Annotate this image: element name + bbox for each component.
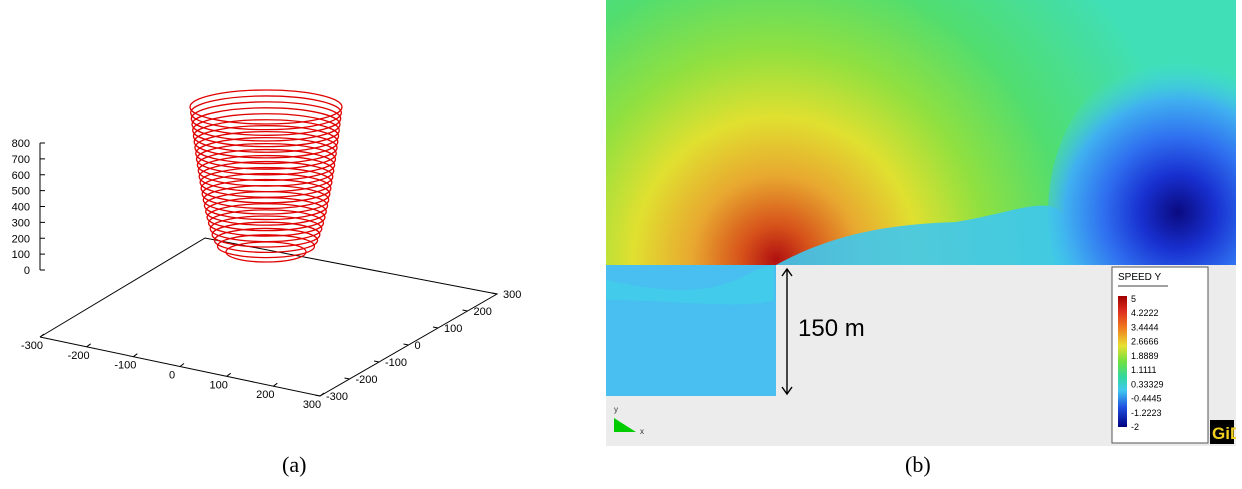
legend-title: SPEED Y [1118, 272, 1161, 283]
z-tick-label: 500 [12, 186, 30, 198]
ring [216, 234, 316, 259]
height-label: 150 m [798, 315, 865, 342]
ring [209, 215, 323, 243]
x-tick-label: 0 [169, 370, 175, 382]
axis-triad [614, 418, 636, 432]
ring [195, 136, 337, 170]
bottom-margin [606, 396, 776, 446]
x-tick [273, 382, 278, 387]
legend-value: 0.33329 [1131, 379, 1164, 389]
ring [192, 119, 340, 153]
legend-value: 1.1111 [1131, 365, 1157, 375]
ring [199, 166, 333, 198]
y-tick [432, 326, 439, 329]
z-tick-label: 100 [12, 249, 30, 261]
legend-value: 4.2222 [1131, 308, 1159, 318]
x-tick-label: 200 [256, 389, 274, 401]
y-tick-label: 0 [415, 340, 421, 352]
y-tick-label: -100 [385, 357, 407, 369]
y-tick [491, 292, 498, 295]
y-tick-label: 200 [474, 306, 492, 318]
axis-x-label: x [640, 427, 644, 436]
y-tick-label: -200 [356, 374, 378, 386]
ring [194, 131, 338, 165]
legend-value: -2 [1131, 422, 1139, 432]
ring [205, 197, 327, 226]
ring [195, 142, 337, 176]
y-tick [403, 343, 409, 346]
ring [207, 209, 325, 237]
gid-logo [1210, 420, 1234, 444]
z-tick-label: 200 [12, 233, 30, 245]
x-tick-label: -100 [114, 360, 136, 372]
y-ticks: -300 -200 -100 0 100 200 300 [314, 289, 521, 403]
contour-plot: 150 m y x SPEED Y 5 4.2222 3.4444 2.6666 1.8… [606, 0, 1242, 446]
legend-value: 5 [1131, 294, 1136, 304]
legend-labels: 5 4.2222 3.4444 2.6666 1.8889 1.1111 0.33329 -0… [1131, 294, 1164, 432]
y-tick [373, 360, 380, 363]
ring [211, 221, 321, 248]
legend-value: -1.2223 [1131, 408, 1162, 418]
y-tick [314, 394, 321, 397]
y-tick [344, 377, 350, 380]
contour-panel: 150 m y x SPEED Y 5 4.2222 3.4444 2.6666 1.8… [606, 0, 1242, 489]
ring [198, 160, 334, 193]
ring [200, 172, 332, 204]
z-tick-label: 400 [12, 202, 30, 214]
caption-a: (a) [282, 452, 307, 477]
axis-y-label: y [614, 405, 618, 414]
x-tick [86, 343, 91, 348]
x-tick [319, 392, 325, 397]
ring [191, 107, 341, 142]
plot-3d-panel: 800 700 600 500 400 300 200 100 0 -300 -200 -100 0 1… [0, 0, 600, 489]
x-tick-label: 100 [209, 379, 227, 391]
y-tick-label: -300 [326, 391, 348, 403]
x-tick-label: -300 [21, 340, 43, 352]
ring [201, 178, 331, 210]
z-tick-label: 600 [12, 170, 30, 182]
x-tick [39, 333, 45, 338]
ring [189, 89, 343, 125]
ring [196, 148, 336, 182]
z-tick-label: 800 [12, 138, 30, 150]
x-tick [179, 363, 185, 367]
x-tick-label: -200 [68, 350, 90, 362]
gid-logo-text: GiD [1212, 424, 1236, 443]
x-tick-label: 300 [303, 399, 321, 411]
ring [193, 125, 339, 159]
z-tick-label: 0 [24, 265, 30, 277]
caption-b: (b) [905, 452, 931, 477]
y-tick [462, 309, 468, 312]
z-ticks: 800 700 600 500 400 300 200 100 0 [12, 138, 45, 277]
plot-3d: 800 700 600 500 400 300 200 100 0 -300 -200 -100 0 1… [12, 89, 521, 411]
legend-value: -0.4445 [1131, 394, 1162, 404]
ring [206, 203, 326, 232]
x-tick [133, 353, 138, 358]
ring [190, 101, 342, 136]
ring [190, 95, 342, 131]
legend-box [1111, 266, 1209, 444]
z-tick-label: 300 [12, 217, 30, 229]
x-ticks: -300 -200 -100 0 100 200 300 [21, 333, 325, 411]
legend-value: 1.8889 [1131, 351, 1159, 361]
legend-colorbar [1118, 296, 1127, 427]
y-tick-label: 300 [503, 289, 521, 301]
y-tick-label: 100 [444, 323, 462, 335]
z-tick-label: 700 [12, 154, 30, 166]
legend-value: 2.6666 [1131, 337, 1159, 347]
ring [197, 154, 335, 187]
ring [213, 227, 319, 254]
ring [192, 113, 340, 148]
ring-series [189, 89, 343, 263]
legend-value: 3.4444 [1131, 322, 1159, 332]
x-tick [226, 372, 231, 377]
